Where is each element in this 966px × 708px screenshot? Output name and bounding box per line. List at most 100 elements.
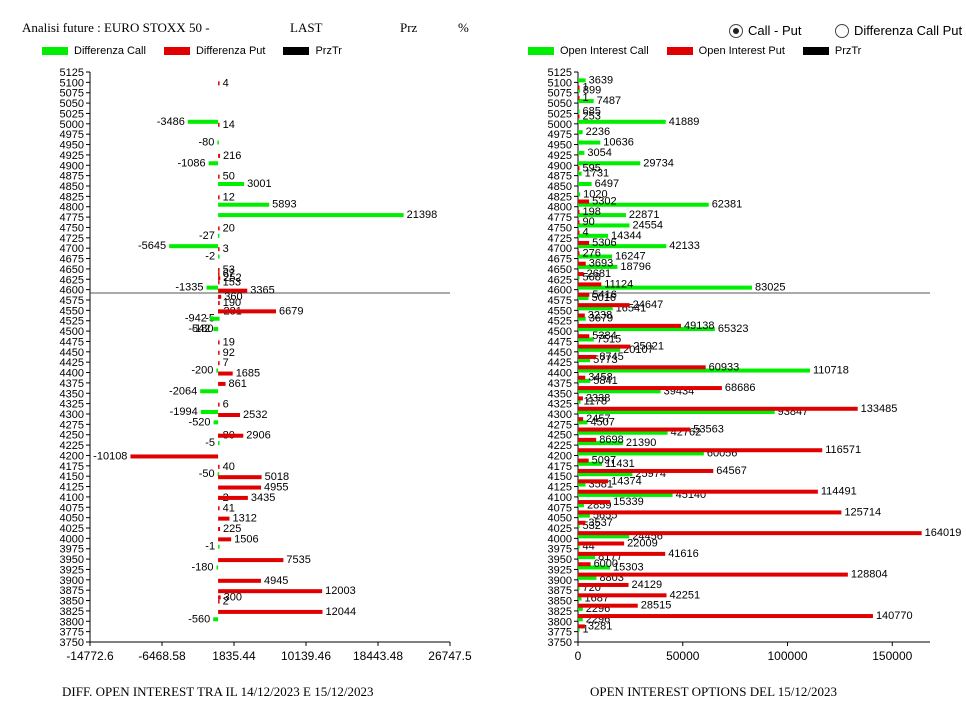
data-label: 18796 — [620, 261, 651, 273]
call-bar — [578, 337, 594, 342]
y-tick-label: 4225 — [548, 440, 572, 452]
y-tick-label: 4700 — [60, 243, 84, 255]
data-label: 568 — [583, 271, 601, 283]
y-tick-label: 4075 — [548, 502, 572, 514]
data-label: 1731 — [585, 168, 609, 180]
data-label: 60933 — [709, 361, 740, 373]
data-label: 67 — [223, 268, 235, 280]
y-tick-label: 4900 — [548, 160, 572, 172]
data-label: 5302 — [592, 196, 616, 208]
y-tick-label: 4375 — [548, 378, 572, 390]
call-bar — [578, 596, 582, 601]
y-tick-label: 4175 — [548, 461, 572, 473]
data-label: 49138 — [684, 320, 715, 332]
y-tick-label: 4100 — [60, 492, 84, 504]
footer-left: DIFF. OPEN INTEREST TRA IL 14/12/2023 E … — [62, 684, 374, 699]
data-label: 92 — [223, 347, 235, 359]
x-tick-label: 26747.5 — [428, 649, 472, 663]
data-label: 90 — [583, 216, 595, 228]
call-bar — [578, 420, 588, 425]
data-label: 5018 — [265, 471, 289, 483]
y-tick-label: 4425 — [548, 357, 572, 369]
put-bar — [578, 375, 586, 380]
put-bar — [578, 437, 597, 442]
y-tick-label: 4250 — [548, 430, 572, 442]
data-label: 2236 — [586, 126, 610, 138]
put-bar — [578, 303, 630, 308]
call-bar — [578, 192, 581, 197]
put-bar — [218, 294, 222, 299]
put-bar — [578, 95, 580, 100]
radio-diff-call-put[interactable]: Differenza Call Put — [835, 23, 962, 38]
y-tick-label: 4800 — [548, 202, 572, 214]
y-tick-label: 4275 — [548, 419, 572, 431]
call-bar — [578, 565, 611, 570]
put-bar — [578, 386, 722, 391]
put-bar — [578, 479, 609, 484]
data-label: -3486 — [157, 116, 185, 128]
call-bar — [578, 78, 586, 83]
radio-call-put[interactable]: Call - Put — [729, 23, 801, 38]
data-label: 6000 — [594, 558, 618, 570]
call-bar — [218, 316, 220, 321]
put-bar — [578, 603, 638, 608]
data-label: 4955 — [264, 482, 288, 494]
put-bar — [218, 371, 233, 376]
put-bar — [578, 520, 586, 525]
data-label: 3435 — [251, 492, 275, 504]
data-label: 276 — [583, 247, 601, 259]
call-bar — [578, 524, 580, 528]
x-tick-label: 18443.48 — [353, 649, 403, 663]
y-tick-label: 4275 — [60, 419, 84, 431]
y-tick-label: 4650 — [60, 264, 84, 276]
put-bar — [578, 406, 858, 411]
data-label: 4945 — [264, 575, 288, 587]
put-bar — [578, 614, 873, 619]
y-tick-label: 3975 — [548, 544, 572, 556]
put-bar — [218, 495, 248, 500]
y-tick-label: 3925 — [548, 564, 572, 576]
data-label: 6679 — [279, 305, 303, 317]
y-tick-label: 4825 — [548, 191, 572, 203]
header-prz: Prz — [400, 20, 418, 35]
y-tick-label: 4700 — [548, 243, 572, 255]
data-label: 3639 — [589, 74, 613, 86]
data-label: 7487 — [597, 95, 621, 107]
y-tick-label: 4725 — [60, 233, 84, 245]
y-tick-label: 4000 — [60, 533, 84, 545]
data-label: -180 — [191, 323, 213, 335]
data-label: 3365 — [250, 285, 274, 297]
y-tick-label: 4875 — [548, 171, 572, 183]
data-label: 12 — [223, 191, 235, 203]
y-tick-label: 4350 — [548, 388, 572, 400]
call-bar — [578, 296, 589, 300]
data-label: 25021 — [633, 341, 664, 353]
data-label: -942 — [185, 313, 207, 325]
y-tick-label: 3825 — [60, 606, 84, 618]
legend-oi-put-swatch — [666, 47, 693, 55]
data-label: 3537 — [588, 517, 612, 529]
data-label: 1 — [583, 82, 589, 94]
data-label: 11124 — [604, 278, 633, 290]
data-label: 7535 — [286, 554, 310, 566]
y-tick-label: 3900 — [60, 575, 84, 587]
data-label: 62381 — [712, 199, 743, 211]
put-bar — [218, 276, 221, 281]
call-bar — [578, 264, 618, 269]
header-title: Analisi future : EURO STOXX 50 - — [22, 20, 210, 35]
y-tick-label: 4625 — [60, 274, 84, 286]
y-tick-label: 3850 — [548, 596, 572, 608]
data-label: 19 — [223, 336, 235, 348]
data-label: 3679 — [589, 313, 613, 325]
y-tick-label: 4675 — [60, 254, 84, 266]
put-bar — [218, 485, 262, 490]
call-bar — [578, 358, 591, 363]
data-label: 360 — [224, 291, 242, 303]
y-tick-label: 5125 — [548, 67, 572, 79]
call-bar — [578, 430, 668, 435]
call-bar — [218, 544, 220, 549]
call-bar — [578, 130, 583, 135]
data-label: 225 — [223, 523, 241, 535]
data-label: 114491 — [821, 486, 857, 498]
data-label: -200 — [191, 365, 213, 377]
